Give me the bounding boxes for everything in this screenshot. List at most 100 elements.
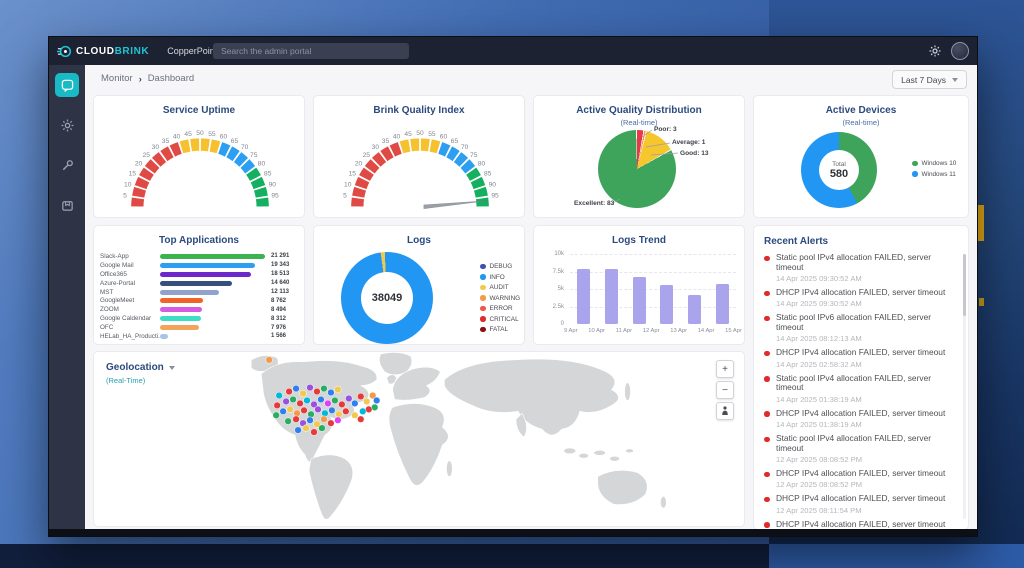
breadcrumb-dashboard[interactable]: Dashboard <box>147 73 195 84</box>
alert-item[interactable]: Static pool IPv4 allocation FAILED, serv… <box>754 252 968 283</box>
geo-device-dot[interactable] <box>369 391 377 400</box>
geo-device-dot[interactable] <box>351 411 359 419</box>
user-avatar[interactable] <box>951 42 969 60</box>
geo-device-dot[interactable] <box>282 397 290 406</box>
alert-timestamp: 14 Apr 2025 02:58:32 AM <box>776 359 862 369</box>
alert-item[interactable]: Static pool IPv4 allocation FAILED, serv… <box>754 433 968 464</box>
alert-item[interactable]: Static pool IPv4 allocation FAILED, serv… <box>754 372 968 404</box>
geo-device-dot[interactable] <box>273 401 281 409</box>
geo-device-dot[interactable] <box>296 399 304 408</box>
geo-device-dot[interactable] <box>299 389 307 398</box>
gauge-needle <box>423 200 489 209</box>
geo-device-dot[interactable] <box>292 384 300 393</box>
sidebar-item-settings[interactable] <box>55 113 79 137</box>
geo-device-dot[interactable] <box>306 416 314 424</box>
geo-device-dot[interactable] <box>334 385 342 394</box>
legend-item[interactable]: Windows 11 <box>912 171 956 178</box>
legend-item[interactable]: CRITICAL <box>480 316 520 323</box>
geo-device-dot[interactable] <box>334 416 342 424</box>
alert-item[interactable]: DHCP IPv4 allocation FAILED, server time… <box>754 408 968 429</box>
legend-item[interactable]: WARNING <box>480 295 520 302</box>
geo-device-dot[interactable] <box>286 405 294 413</box>
geo-device-dot[interactable] <box>265 356 273 364</box>
geo-device-dot[interactable] <box>313 387 321 396</box>
geo-device-dot[interactable] <box>275 391 283 400</box>
brand-logo[interactable]: CLOUDBRINK <box>57 44 149 59</box>
app-label: Slack-App <box>100 252 129 260</box>
card-active-quality-distribution: Active Quality Distribution (Real-time) … <box>533 95 745 218</box>
geo-device-dot[interactable] <box>357 415 365 423</box>
gridline <box>570 289 736 290</box>
geo-device-dot[interactable] <box>373 396 381 405</box>
geo-device-dot[interactable] <box>328 406 336 414</box>
map-zoom-out-button[interactable]: − <box>716 381 734 399</box>
geo-device-dot[interactable] <box>306 383 314 392</box>
geo-device-dot[interactable] <box>302 424 310 432</box>
map-locate-button[interactable] <box>716 402 734 420</box>
geo-device-dot[interactable] <box>272 411 280 419</box>
alert-item[interactable]: DHCP IPv4 allocation FAILED, server time… <box>754 287 968 308</box>
geo-device-dot[interactable] <box>345 394 353 403</box>
app-label: HELab_HA_Producti... <box>100 332 160 340</box>
geo-device-dot[interactable] <box>327 419 335 427</box>
geo-device-dot[interactable] <box>321 409 329 417</box>
alert-item[interactable]: DHCP IPv4 allocation FAILED, server time… <box>754 348 968 369</box>
geo-device-dot[interactable] <box>293 409 301 417</box>
geo-device-dot[interactable] <box>279 407 287 415</box>
geo-device-dot[interactable] <box>307 410 315 418</box>
geo-device-dot[interactable] <box>294 426 302 434</box>
geo-device-dot[interactable] <box>324 399 332 408</box>
legend-item[interactable]: Windows 10 <box>912 160 956 167</box>
geo-device-dot[interactable] <box>285 387 293 396</box>
alert-item[interactable]: DHCP IPv4 allocation FAILED, server time… <box>754 468 968 489</box>
geo-device-dot[interactable] <box>303 396 311 405</box>
geo-device-dot[interactable] <box>317 395 325 404</box>
alert-item[interactable]: DHCP IPv4 allocation FAILED, server time… <box>754 519 968 529</box>
geo-device-dot[interactable] <box>313 420 321 428</box>
geo-device-dot[interactable] <box>292 415 300 423</box>
alerts-scrollbar-thumb[interactable] <box>963 254 966 316</box>
legend-item[interactable]: INFO <box>480 274 520 281</box>
geo-device-dot[interactable] <box>318 424 326 432</box>
geo-device-dot[interactable] <box>314 405 322 413</box>
geo-device-dot[interactable] <box>338 400 346 409</box>
geo-device-dot[interactable] <box>331 396 339 405</box>
geo-device-dot[interactable] <box>327 388 335 397</box>
geolocation-toggle[interactable]: Geolocation <box>106 362 175 373</box>
quality-pie-chart <box>598 130 676 208</box>
time-range-dropdown[interactable]: Last 7 Days <box>892 70 967 89</box>
sidebar-item-packages[interactable] <box>55 193 79 217</box>
alert-item[interactable]: DHCP IPv4 allocation FAILED, server time… <box>754 493 968 515</box>
donut-center-label: Total <box>832 160 846 168</box>
alert-item[interactable]: Static pool IPv6 allocation FAILED, serv… <box>754 312 968 343</box>
app-bar <box>160 280 232 286</box>
geo-device-dot[interactable] <box>363 397 371 406</box>
geo-device-dot[interactable] <box>289 395 297 404</box>
map-zoom-in-button[interactable]: + <box>716 360 734 378</box>
geo-device-dot[interactable] <box>320 384 328 393</box>
gauge-tick-label: 75 <box>470 152 478 159</box>
search-input[interactable] <box>213 43 409 59</box>
geo-device-dot[interactable] <box>351 399 359 408</box>
sidebar-item-tools[interactable] <box>55 153 79 177</box>
alert-message: Static pool IPv4 allocation FAILED, serv… <box>776 372 932 393</box>
settings-gear-button[interactable] <box>927 43 943 59</box>
geo-device-dot[interactable] <box>300 406 308 414</box>
legend-item[interactable]: FATAL <box>480 326 520 333</box>
geo-device-dot[interactable] <box>335 410 343 418</box>
breadcrumb-monitor[interactable]: Monitor <box>101 73 133 84</box>
background-shape <box>979 298 984 306</box>
alert-message: DHCP IPv4 allocation FAILED, server time… <box>776 493 946 504</box>
legend-item[interactable]: AUDIT <box>480 284 520 291</box>
alert-severity-dot <box>764 522 770 528</box>
geo-device-dot[interactable] <box>342 407 350 415</box>
geo-device-dot[interactable] <box>310 428 318 436</box>
geo-device-dot[interactable] <box>310 400 318 409</box>
legend-item[interactable]: ERROR <box>480 305 520 312</box>
geo-device-dot[interactable] <box>357 392 365 401</box>
geo-device-dot[interactable] <box>359 407 367 415</box>
geo-device-dot[interactable] <box>284 417 292 425</box>
legend-item[interactable]: DEBUG <box>480 263 520 270</box>
geo-device-dot[interactable] <box>320 415 328 423</box>
sidebar-item-monitor[interactable] <box>55 73 79 97</box>
